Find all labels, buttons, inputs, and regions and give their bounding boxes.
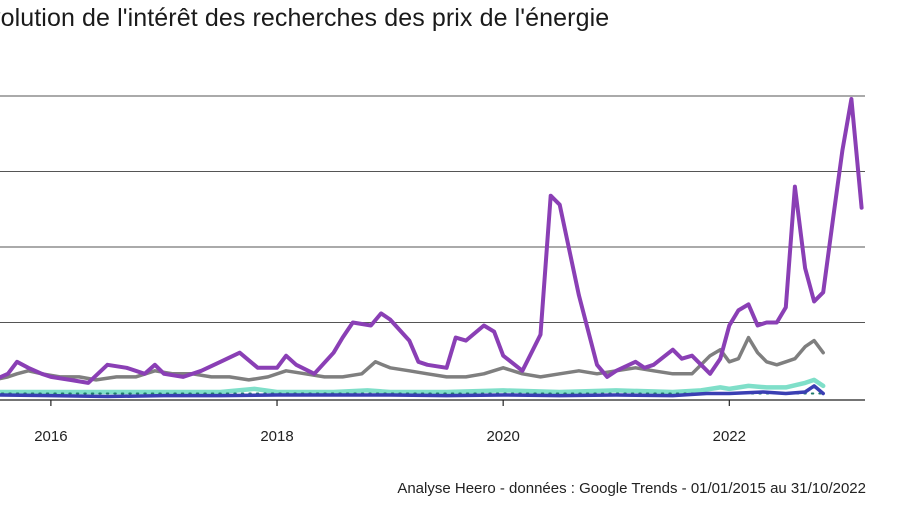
gridlines xyxy=(0,95,865,323)
chart-title: volution de l'intérêt des recherches des… xyxy=(0,4,610,32)
line-series-grey xyxy=(0,335,825,382)
x-tick-label-2020: 2020 xyxy=(486,428,519,445)
line-series-aqua xyxy=(0,377,826,395)
x-tick-label-2016: 2016 xyxy=(34,428,67,445)
line-series-blue xyxy=(0,384,825,399)
x-axis: 2016 2018 2020 2022 xyxy=(0,399,865,445)
line-series-purple xyxy=(0,97,864,385)
x-tick-label-2022: 2022 xyxy=(713,428,746,445)
source-caption: Analyse Heero - données : Google Trends … xyxy=(397,480,866,497)
series-group xyxy=(0,97,864,399)
x-tick-label-2018: 2018 xyxy=(260,428,293,445)
